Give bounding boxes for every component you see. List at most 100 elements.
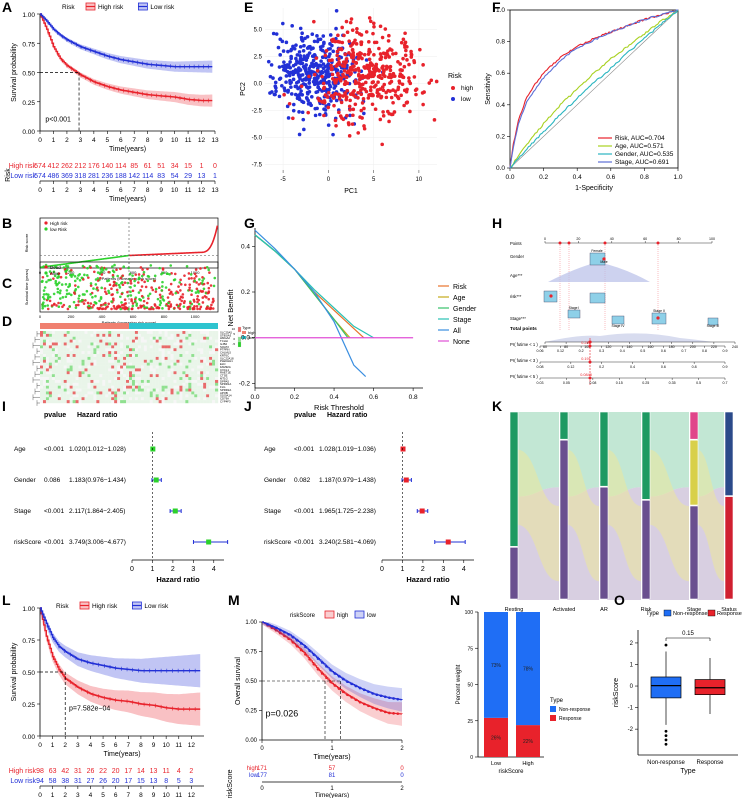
heatmap-cell [167,354,171,358]
heatmap-cell [126,385,130,389]
heatmap-cell [99,371,103,375]
heatmap-cell [200,377,204,381]
heatmap-cell [66,333,70,337]
probability-tick-label: 0.8 [692,365,697,369]
heatmap-cell [194,379,198,384]
pca-point-high [324,49,329,53]
point-dead [139,289,142,292]
nomogram-row-label: Points [510,241,522,246]
pca-point-low [364,58,369,62]
pca-point-low [327,79,331,84]
censor-point [346,680,349,684]
x-tick-label: 0 [327,177,331,183]
legend-label: Response [717,611,742,617]
hr-point [153,477,159,483]
heatmap-cell [108,385,112,389]
pca-point-low [331,132,335,137]
point-dead [201,296,205,299]
censor-point [371,692,374,695]
pca-point-high [368,19,373,24]
heatmap-cell [152,382,156,386]
heatmap-cell [87,365,91,369]
heatmap-cell [206,348,210,352]
heatmap-cell [66,345,70,349]
point-alive [49,278,52,282]
heatmap-cell [75,348,79,352]
pca-point-high [432,118,437,122]
confidence-band-low-risk [40,608,201,688]
heatmap-cell [215,333,219,337]
heatmap-cell [105,351,109,355]
heatmap-cell [87,400,91,404]
y-axis-label: riskScore [613,678,620,707]
heatmap-cell [137,356,142,360]
heatmap-cell [194,336,198,340]
heatmap-cell [143,348,147,352]
heatmap-cell [40,371,44,375]
heatmap-cell [102,362,106,366]
heatmap-cell [173,371,177,375]
censor-point [283,634,286,638]
heatmap-cell [72,391,76,395]
heatmap-cell [179,348,183,352]
heatmap-cell [99,339,103,343]
point-dead [104,290,107,293]
heatmap-cell [72,382,76,386]
censor-point [295,638,299,642]
heatmap-cell [179,371,183,375]
heatmap-cell [140,388,145,392]
hr-point [400,446,406,452]
pca-point-low [291,63,296,68]
heatmap-cell [209,336,213,340]
heatmap-cell [87,345,91,349]
heatmap-cell [111,397,115,401]
heatmap-cell [117,400,121,404]
heatmap-cell [206,339,210,343]
point-dead [181,293,185,296]
risk-table-title: Risk [5,168,12,182]
pca-point-low [278,37,283,42]
heatmap-cell [167,342,171,346]
pca-point-high [402,64,407,69]
heatmap-cell [123,388,127,392]
pca-point-high [393,93,398,97]
heatmap-cell [203,365,207,369]
heatmap-cell [129,354,133,358]
pca-point-low [288,70,293,75]
heatmap-cell [42,397,47,401]
x-tick-label: 3 [76,792,80,798]
pca-point-low [278,53,283,57]
heatmap-cell [48,333,53,337]
heatmap-cell [117,354,121,358]
heatmap-cell [200,345,204,349]
x-tick-label: 1.0 [673,174,682,181]
heatmap-cell [117,374,121,378]
heatmap-cell [164,345,168,349]
point-dead [48,299,52,303]
heatmap-cell [57,365,61,369]
point-alive [202,287,206,291]
heatmap-cell [191,382,195,386]
censor-point [291,635,295,639]
heatmap-cell [90,351,94,355]
x-axis-label: riskScore [498,769,524,775]
legend-title: Type [550,698,564,704]
heatmap-cell [212,342,216,346]
point-dead [137,273,141,276]
heatmap-cell [45,356,50,360]
heatmap-cell [182,400,186,404]
risk-table-cell: 369 [61,173,73,180]
pca-point-high [350,122,355,126]
heatmap-cell [108,388,112,392]
heatmap-cell [152,342,156,346]
heatmap-cell [69,391,73,395]
heatmap-cell [105,345,109,349]
censor-point [287,637,290,641]
heatmap-cell [96,388,100,392]
x-tick-label: 8 [146,137,150,144]
heatmap-cell [87,339,91,343]
heatmap-cell [54,333,58,337]
heatmap-cell [182,382,186,386]
pca-point-high [357,32,362,36]
heatmap-cell [51,354,56,358]
